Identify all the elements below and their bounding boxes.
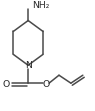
Text: O: O [2,80,9,89]
Text: NH₂: NH₂ [32,1,49,10]
Text: N: N [25,61,32,70]
Text: O: O [42,80,50,89]
